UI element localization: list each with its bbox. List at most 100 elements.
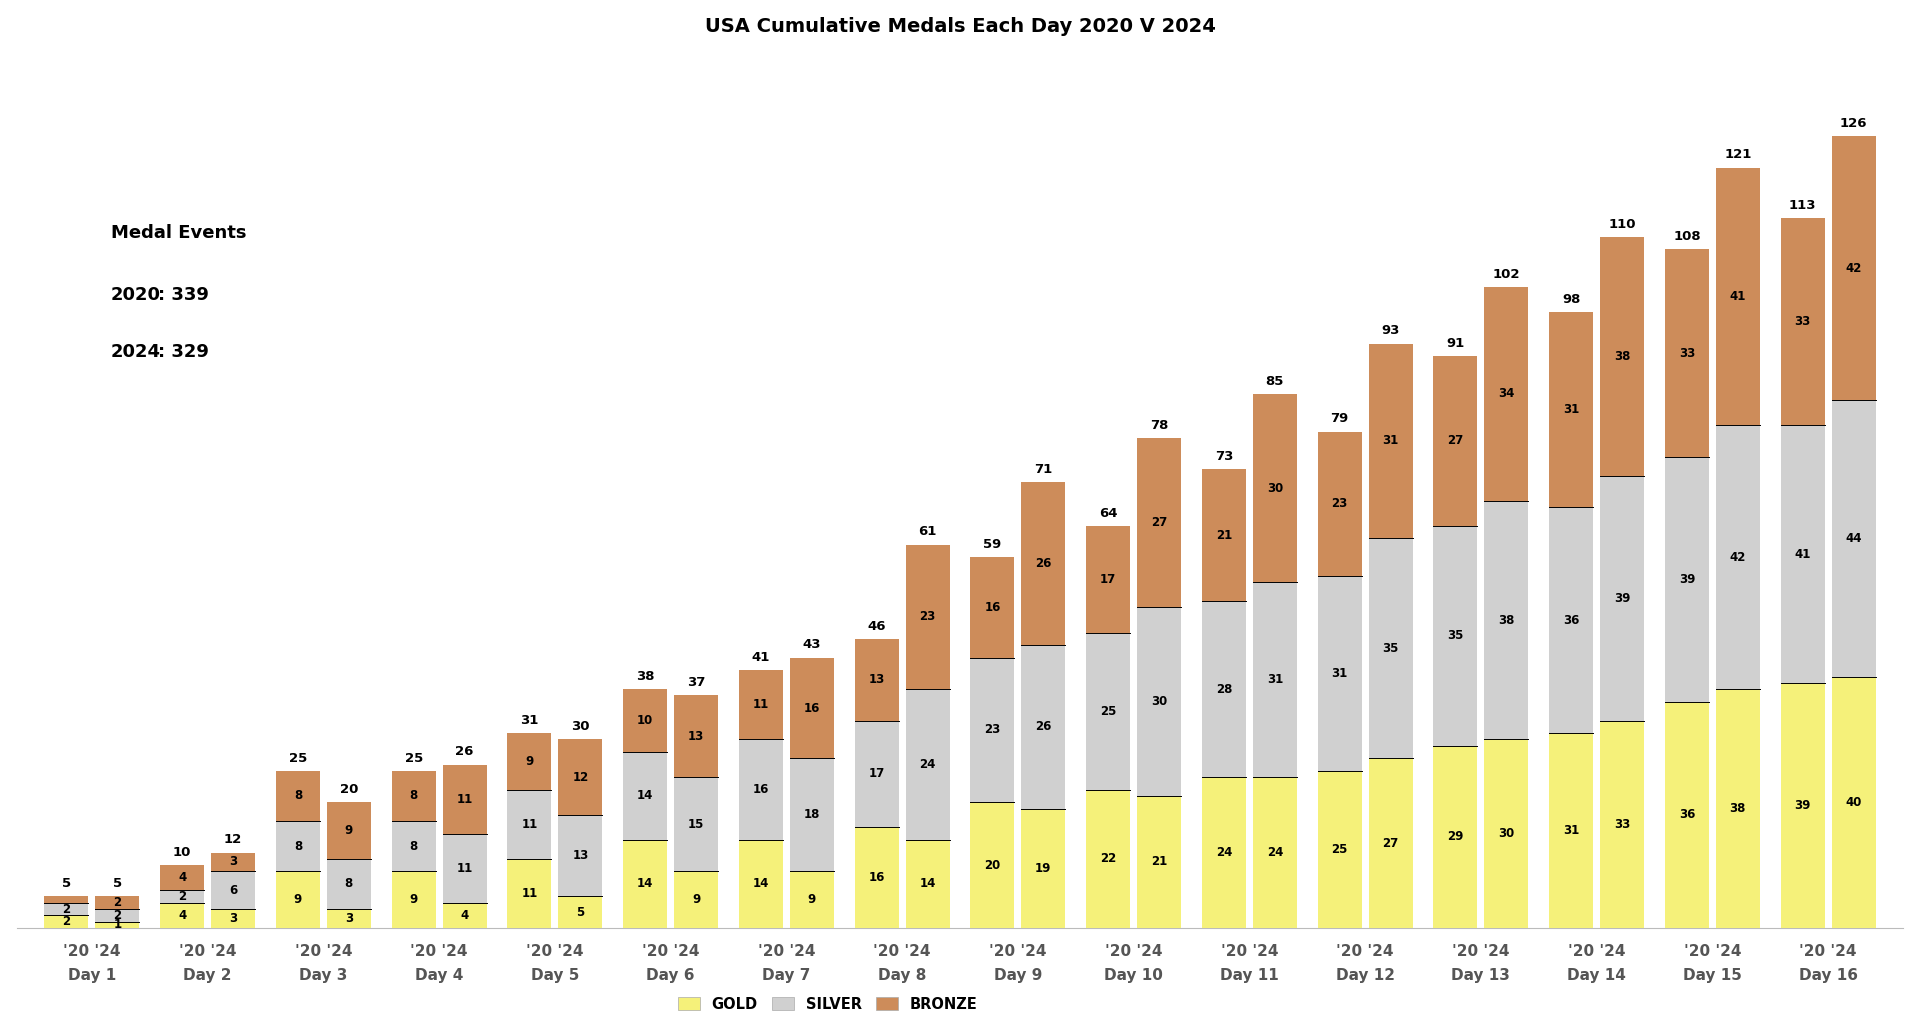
Text: 31: 31	[1267, 673, 1283, 686]
Text: 30: 30	[1150, 695, 1167, 709]
Text: 26: 26	[1035, 557, 1052, 570]
Bar	[624, 689, 666, 752]
Bar	[1665, 250, 1709, 457]
Text: 12: 12	[225, 834, 242, 846]
Bar	[1716, 168, 1761, 425]
Bar	[1137, 607, 1181, 796]
Bar	[1021, 482, 1066, 645]
Bar	[211, 909, 255, 928]
Bar	[1665, 457, 1709, 701]
Text: 31: 31	[1563, 824, 1580, 837]
Text: 43: 43	[803, 638, 822, 651]
Text: 27: 27	[1382, 837, 1398, 850]
Text: 102: 102	[1492, 268, 1521, 281]
Text: 26: 26	[455, 745, 474, 758]
Bar	[1021, 645, 1066, 809]
Text: 9: 9	[526, 755, 534, 768]
Text: 12: 12	[572, 771, 588, 783]
Title: USA Cumulative Medals Each Day 2020 V 2024: USA Cumulative Medals Each Day 2020 V 20…	[705, 16, 1215, 36]
Bar	[1202, 469, 1246, 601]
Bar	[159, 890, 204, 903]
Text: 16: 16	[804, 701, 820, 715]
Text: 79: 79	[1331, 413, 1348, 425]
Text: 78: 78	[1150, 419, 1167, 431]
Text: 41: 41	[1730, 290, 1745, 303]
Text: 31: 31	[520, 714, 540, 727]
Bar	[1832, 677, 1876, 928]
Bar	[444, 765, 486, 834]
Text: 2: 2	[61, 915, 71, 928]
Bar	[624, 752, 666, 840]
Text: 11: 11	[457, 793, 472, 806]
Bar	[507, 790, 551, 859]
Bar	[392, 771, 436, 821]
Text: 41: 41	[753, 651, 770, 664]
Bar	[1202, 601, 1246, 777]
Text: 33: 33	[1795, 315, 1811, 328]
Bar	[211, 853, 255, 871]
Bar	[1599, 237, 1644, 475]
Text: 9: 9	[409, 893, 419, 906]
Text: 8: 8	[346, 878, 353, 891]
Text: 2024: 2024	[111, 343, 161, 361]
Text: 64: 64	[1098, 507, 1117, 519]
Bar	[559, 815, 603, 896]
Bar	[1369, 344, 1413, 539]
Text: 8: 8	[294, 840, 301, 853]
Bar	[44, 896, 88, 903]
Text: 42: 42	[1845, 262, 1862, 274]
Text: 13: 13	[868, 673, 885, 686]
Bar	[507, 859, 551, 928]
Text: 39: 39	[1678, 572, 1695, 586]
Text: 38: 38	[1498, 613, 1515, 627]
Text: 42: 42	[1730, 551, 1745, 564]
Text: 44: 44	[1845, 531, 1862, 545]
Bar	[674, 695, 718, 777]
Text: 46: 46	[868, 620, 885, 633]
Text: 39: 39	[1795, 799, 1811, 812]
Bar	[1484, 739, 1528, 928]
Bar	[96, 909, 140, 922]
Text: 3: 3	[228, 855, 238, 868]
Bar	[276, 771, 321, 821]
Text: 31: 31	[1563, 403, 1580, 416]
Text: 38: 38	[1615, 349, 1630, 362]
Text: 27: 27	[1448, 434, 1463, 447]
Bar	[559, 896, 603, 928]
Text: 36: 36	[1678, 808, 1695, 821]
Bar	[1254, 394, 1296, 583]
Bar	[906, 545, 950, 689]
Text: 9: 9	[346, 824, 353, 837]
Text: 27: 27	[1150, 516, 1167, 529]
Bar	[970, 557, 1014, 657]
Text: 36: 36	[1563, 613, 1580, 627]
Bar	[674, 871, 718, 928]
Text: 24: 24	[1215, 846, 1233, 859]
Bar	[1716, 689, 1761, 928]
Text: 4: 4	[179, 871, 186, 884]
Bar	[906, 840, 950, 928]
Text: 33: 33	[1678, 346, 1695, 359]
Text: 10: 10	[637, 714, 653, 727]
Text: 4: 4	[461, 909, 468, 922]
Bar	[1369, 539, 1413, 758]
Text: 34: 34	[1498, 387, 1515, 400]
Text: 14: 14	[637, 878, 653, 891]
Bar	[1202, 777, 1246, 928]
Text: 2: 2	[113, 896, 121, 909]
Text: 13: 13	[687, 730, 705, 742]
Bar	[392, 871, 436, 928]
Bar	[1317, 577, 1361, 771]
Bar	[444, 903, 486, 928]
Bar	[326, 859, 371, 909]
Bar	[854, 721, 899, 827]
Text: 85: 85	[1265, 375, 1284, 388]
Bar	[96, 896, 140, 909]
Text: 19: 19	[1035, 862, 1052, 874]
Bar	[1484, 501, 1528, 739]
Bar	[1369, 758, 1413, 928]
Text: 2020: 2020	[111, 286, 161, 304]
Text: 39: 39	[1615, 592, 1630, 604]
Bar	[1599, 475, 1644, 721]
Text: 9: 9	[691, 893, 701, 906]
